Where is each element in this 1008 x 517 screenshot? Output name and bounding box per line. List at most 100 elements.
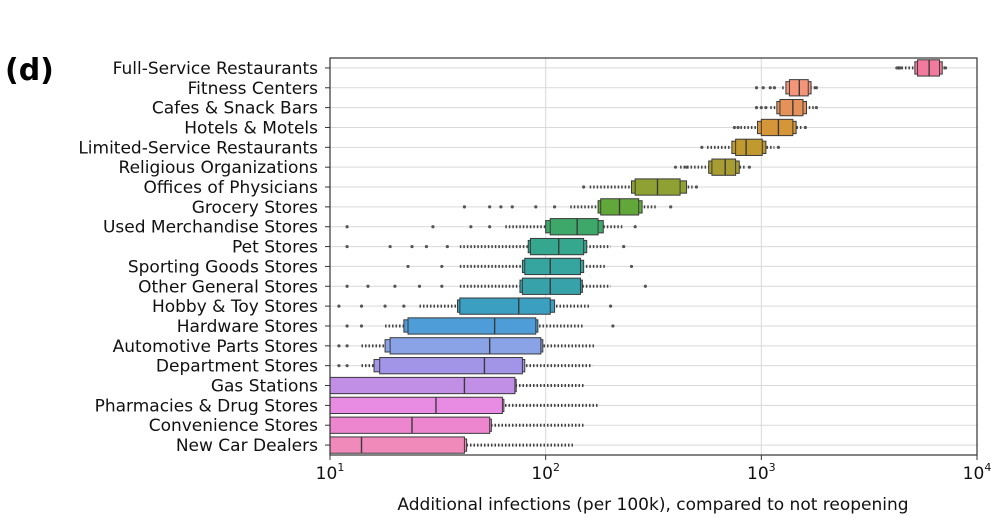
outlier-point bbox=[754, 86, 759, 90]
outlier-point bbox=[445, 244, 449, 249]
outlier-point bbox=[337, 364, 341, 368]
outlier-point bbox=[359, 324, 364, 328]
outlier-point bbox=[345, 364, 349, 368]
outlier-point bbox=[488, 205, 492, 209]
category-label: Fitness Centers bbox=[188, 79, 318, 99]
x-tick-label: 104 bbox=[963, 461, 992, 484]
outlier-point bbox=[345, 324, 349, 328]
category-label: Gas Stations bbox=[211, 377, 318, 397]
outlier-point bbox=[393, 284, 397, 288]
outlier-point bbox=[345, 225, 349, 229]
category-group bbox=[337, 337, 596, 355]
category-group bbox=[345, 218, 637, 236]
outlier-point bbox=[337, 304, 341, 308]
boxes bbox=[329, 59, 948, 454]
box-inner bbox=[735, 138, 763, 156]
x-axis-label: Additional infections (per 100k), compar… bbox=[397, 495, 908, 515]
outlier-point bbox=[803, 125, 807, 130]
box-inner bbox=[329, 376, 516, 395]
x-tick-label: 102 bbox=[531, 461, 560, 484]
outlier-point bbox=[440, 284, 444, 288]
outlier-point bbox=[633, 225, 637, 229]
outlier-point bbox=[772, 86, 777, 90]
outlier-point bbox=[768, 86, 772, 90]
category-label: Pharmacies & Drug Stores bbox=[95, 396, 319, 416]
category-label: Other General Stores bbox=[138, 277, 318, 297]
outlier-point bbox=[388, 244, 392, 249]
category-label: Hardware Stores bbox=[177, 317, 318, 337]
category-group bbox=[406, 257, 634, 276]
category-label: New Car Dealers bbox=[176, 436, 318, 456]
outlier-point bbox=[700, 145, 704, 149]
category-label: Used Merchandise Stores bbox=[103, 218, 318, 238]
box-inner bbox=[459, 297, 551, 315]
outlier-point bbox=[440, 264, 444, 269]
x-tick-label: 101 bbox=[316, 461, 345, 484]
category-label: Pet Stores bbox=[232, 238, 318, 258]
category-label: Automotive Parts Stores bbox=[113, 337, 318, 357]
outlier-point bbox=[764, 106, 768, 110]
category-group bbox=[329, 396, 599, 415]
category-group bbox=[345, 317, 615, 335]
outlier-point bbox=[534, 205, 538, 209]
outlier-point bbox=[499, 205, 503, 209]
outlier-point bbox=[337, 344, 341, 348]
outlier-point bbox=[761, 86, 765, 90]
outlier-point bbox=[759, 106, 763, 110]
outlier-point bbox=[814, 86, 818, 90]
outlier-point bbox=[747, 165, 751, 169]
box-inner bbox=[521, 277, 581, 295]
outlier-point bbox=[611, 324, 615, 328]
x-axis-ticks: 101 102 103 104 bbox=[316, 455, 992, 484]
outlier-point bbox=[462, 205, 467, 209]
outlier-point bbox=[622, 244, 626, 249]
outlier-point bbox=[406, 264, 410, 269]
outlier-point bbox=[359, 304, 364, 308]
category-group bbox=[337, 297, 613, 315]
box-inner bbox=[549, 218, 599, 236]
box-inner bbox=[389, 337, 542, 355]
category-label: Full-Service Restaurants bbox=[113, 59, 319, 79]
outlier-point bbox=[431, 225, 435, 229]
outlier-point bbox=[754, 106, 759, 110]
outlier-point bbox=[469, 225, 473, 229]
category-group bbox=[329, 376, 584, 395]
category-label: Department Stores bbox=[156, 357, 318, 377]
outlier-point bbox=[410, 244, 414, 249]
outlier-point bbox=[669, 205, 673, 209]
outlier-point bbox=[345, 244, 349, 249]
category-label: Hobby & Toy Stores bbox=[152, 297, 318, 317]
category-group bbox=[732, 118, 807, 137]
category-label: Limited-Service Restaurants bbox=[78, 138, 318, 158]
box-inner bbox=[329, 396, 503, 415]
box-inner bbox=[329, 416, 491, 434]
outlier-point bbox=[694, 185, 699, 189]
outlier-point bbox=[383, 304, 387, 308]
outlier-point bbox=[736, 125, 740, 130]
category-label: Hotels & Motels bbox=[184, 118, 318, 138]
outlier-point bbox=[732, 125, 736, 130]
outlier-point bbox=[417, 284, 422, 288]
outlier-point bbox=[345, 344, 349, 348]
grid bbox=[329, 58, 978, 455]
box-inner bbox=[407, 317, 537, 335]
x-tick-label: 103 bbox=[747, 461, 776, 484]
box-inner bbox=[779, 98, 804, 117]
category-group bbox=[345, 237, 626, 256]
outlier-point bbox=[629, 264, 634, 269]
outlier-point bbox=[814, 106, 818, 110]
outlier-point bbox=[608, 304, 613, 308]
box-inner bbox=[529, 237, 585, 256]
category-group bbox=[700, 138, 781, 156]
category-group bbox=[329, 416, 584, 434]
box-inner bbox=[379, 357, 523, 375]
category-label: Sporting Goods Stores bbox=[128, 257, 318, 277]
category-label: Grocery Stores bbox=[192, 198, 318, 218]
category-group bbox=[337, 357, 593, 375]
outlier-point bbox=[776, 145, 781, 149]
outlier-point bbox=[424, 244, 429, 249]
category-label: Offices of Physicians bbox=[144, 178, 319, 198]
category-group bbox=[754, 98, 818, 117]
